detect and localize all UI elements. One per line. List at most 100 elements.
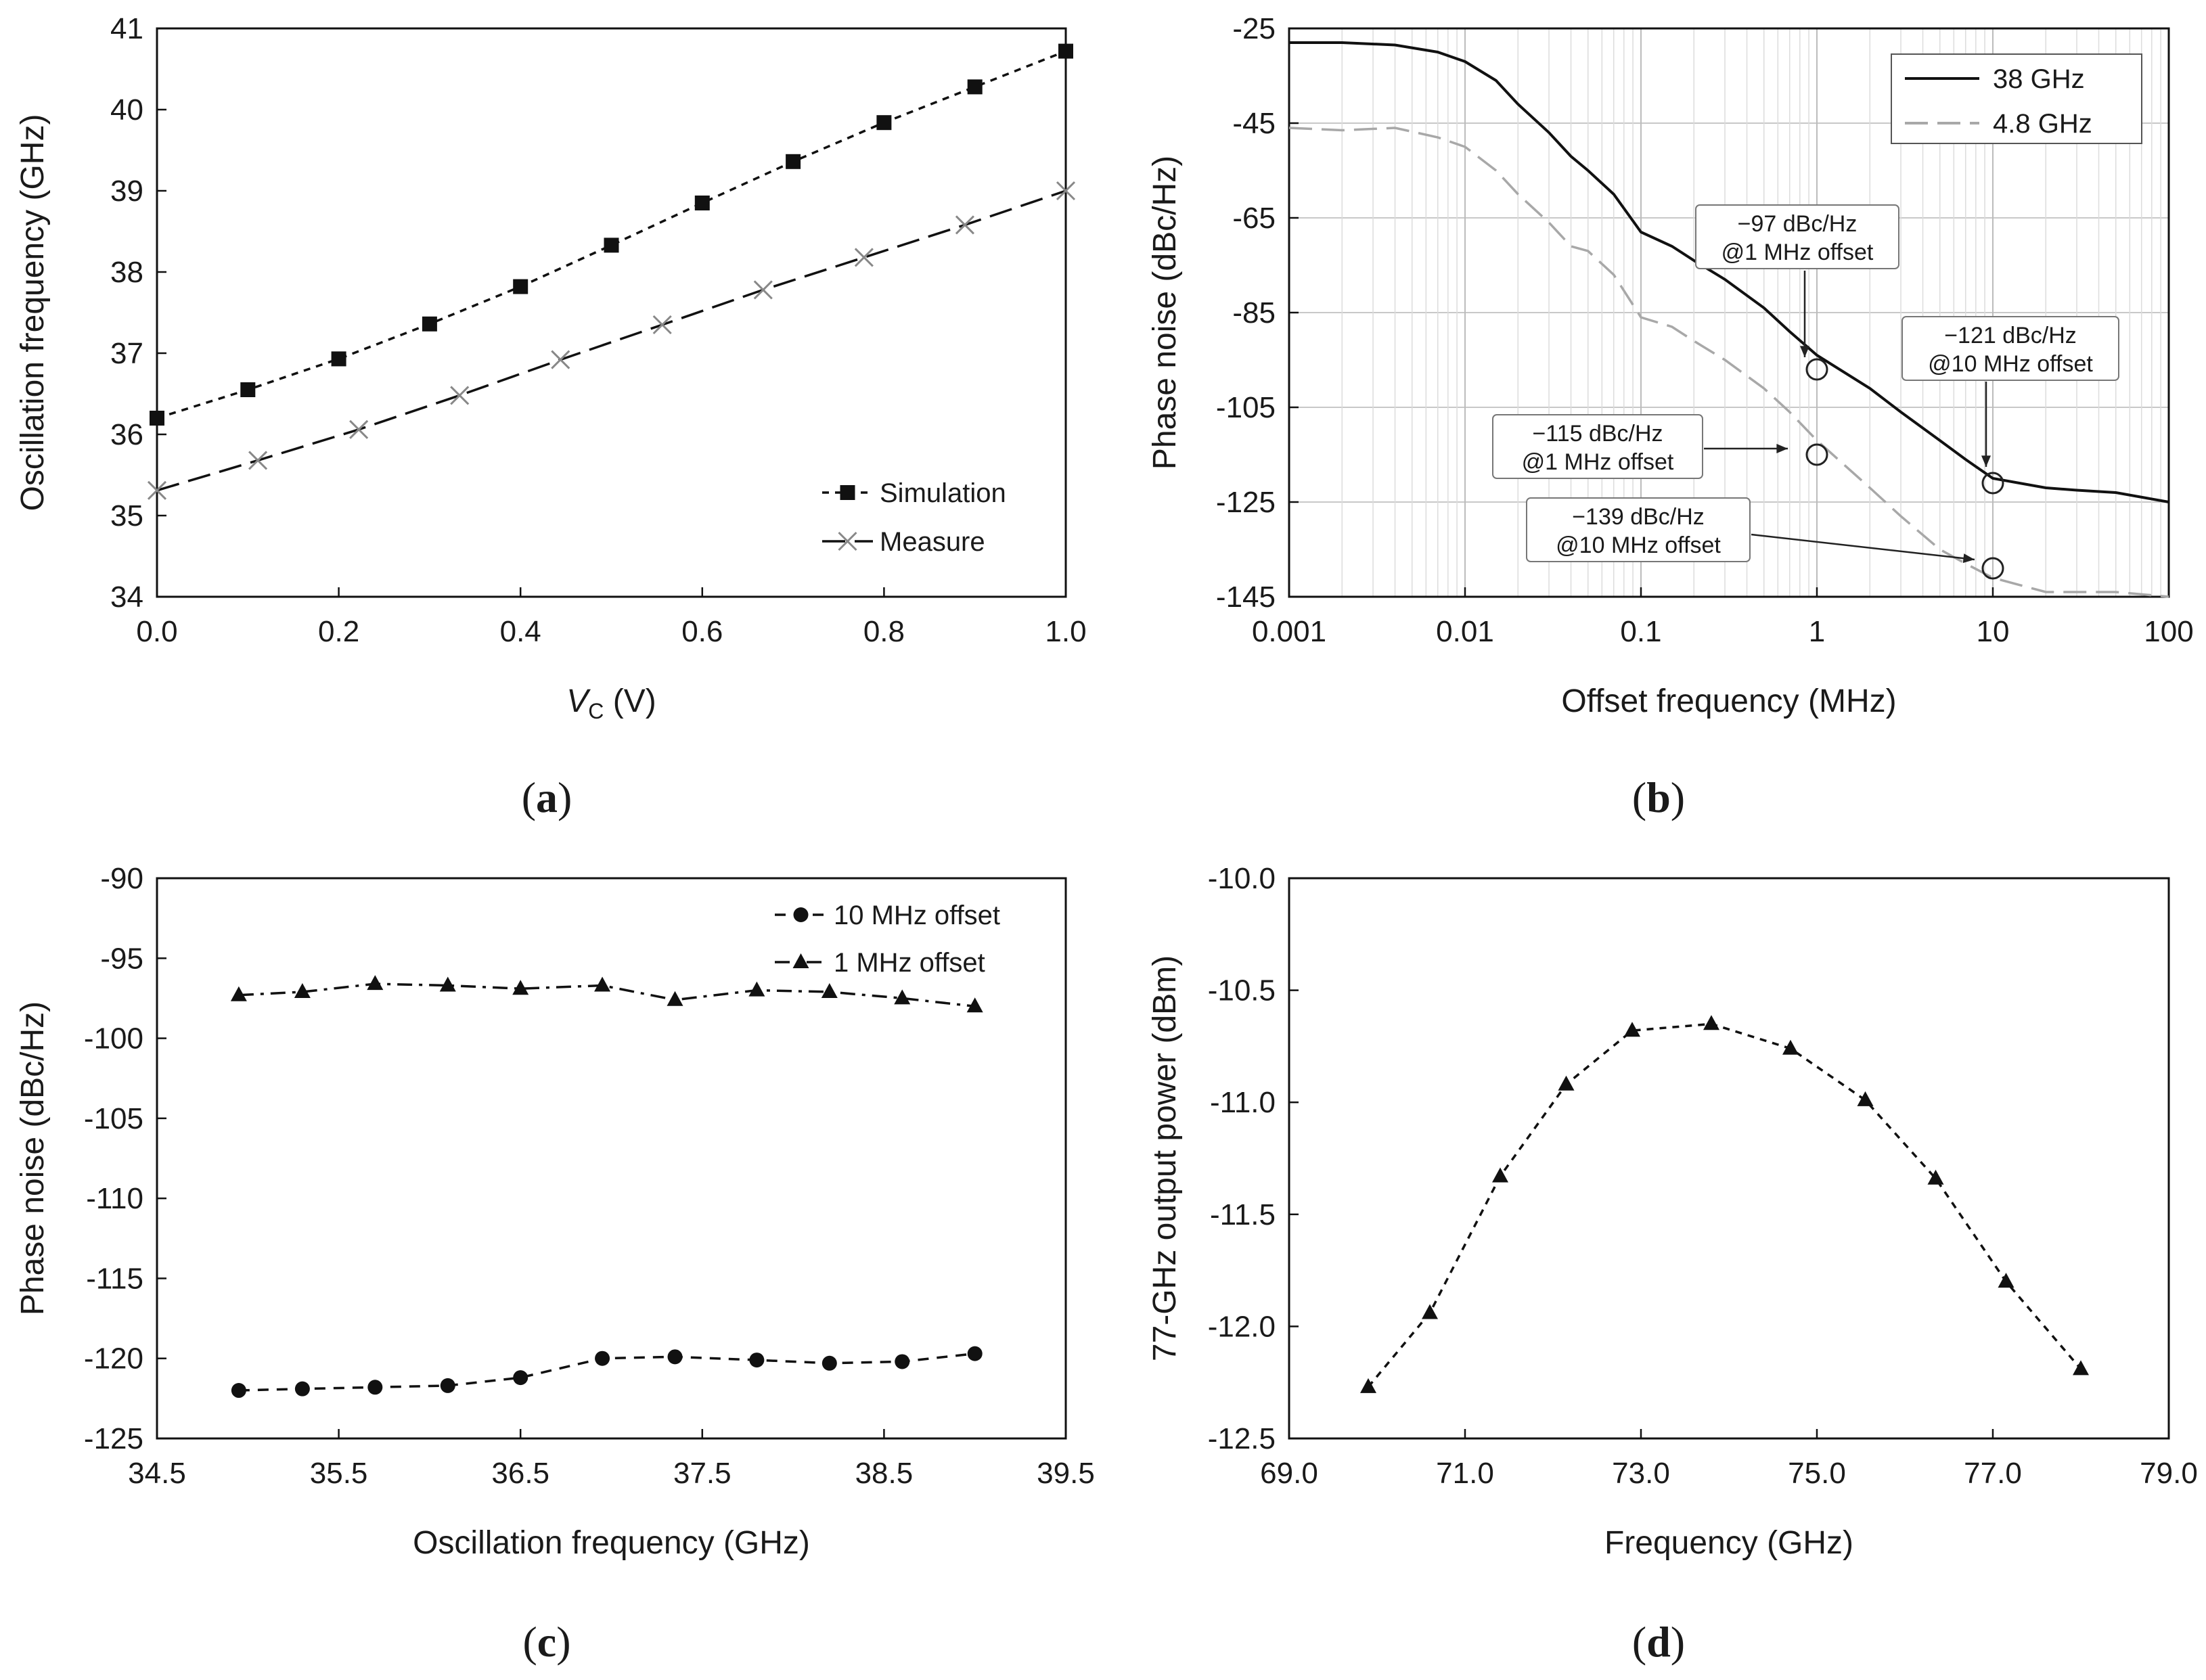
series-line	[1367, 1022, 2082, 1388]
data-point	[513, 279, 528, 294]
legend: Simulation Measure	[822, 478, 1006, 557]
legend: 38 GHz 4.8 GHz	[1891, 53, 2142, 144]
data-point	[294, 1381, 310, 1397]
annotation-value: −97 dBc/Hz	[1738, 211, 1858, 237]
data-point	[440, 1378, 455, 1393]
x-tick-label: 73.0	[1612, 1457, 1670, 1490]
annotation-box	[1695, 204, 1899, 269]
annotation-marker	[1805, 358, 1828, 381]
data-point	[967, 79, 983, 95]
y-tick-label: -65	[1232, 202, 1276, 235]
series-measure	[147, 181, 1076, 500]
y-tick-label: 39	[110, 175, 143, 208]
annotation-value: −115 dBc/Hz	[1532, 421, 1663, 447]
annotation-arrow	[1751, 533, 1975, 561]
data-point	[748, 981, 765, 997]
data-point	[967, 1346, 983, 1361]
legend-box	[1891, 53, 2142, 144]
panel-label: (a)	[522, 773, 572, 821]
annotation-box	[1526, 497, 1751, 562]
annotation-arrowhead	[1776, 443, 1788, 454]
plot-frame	[156, 877, 1067, 1440]
x-tick-label: 69.0	[1260, 1457, 1318, 1490]
x-tick-label: 75.0	[1788, 1457, 1846, 1490]
data-point	[1492, 1167, 1508, 1183]
y-axis-label: Phase noise (dBc/Hz)	[1147, 156, 1183, 470]
data-point	[1782, 1039, 1799, 1055]
x-tick-label: 36.5	[491, 1457, 549, 1490]
data-point	[551, 350, 570, 369]
x-tick-label: 100	[2144, 615, 2193, 648]
x-tick-label: 0.01	[1436, 615, 1494, 648]
data-point	[422, 316, 437, 332]
annotation-value: −139 dBc/Hz	[1572, 504, 1705, 530]
legend-label: Measure	[880, 527, 985, 557]
x-tick-label: 0.6	[681, 615, 723, 648]
data-point	[667, 991, 683, 1006]
series-output-power	[1360, 1015, 2089, 1393]
legend-marker	[793, 907, 809, 922]
panel-b: 0.001 0.01 0.1 1 10 100 -145 -125 -105 -85 -65 -45 -…	[1147, 12, 2194, 821]
x-tick-label: 37.5	[673, 1457, 731, 1490]
data-point	[786, 154, 801, 169]
x-tick-label: 0.8	[863, 615, 905, 648]
plot-frame	[156, 27, 1067, 598]
legend-label: 10 MHz offset	[834, 901, 1000, 930]
y-tick-label: -85	[1232, 296, 1276, 330]
legend: 10 MHz offset 1 MHz offset	[775, 901, 1000, 978]
y-axis-label: Phase noise (dBc/Hz)	[15, 1001, 51, 1315]
data-point	[512, 980, 529, 995]
y-tick-label: -10.0	[1208, 862, 1276, 895]
annotation-offset: @10 MHz offset	[1556, 532, 1721, 558]
x-tick-label: 0.0	[136, 615, 177, 648]
x-tick-label: 1	[1809, 615, 1825, 648]
data-point	[367, 975, 384, 991]
annotation-value: −121 dBc/Hz	[1944, 323, 2077, 348]
annotation-box	[1492, 414, 1703, 479]
y-axis-label: 77-GHz output power (dBm)	[1147, 955, 1183, 1361]
data-point	[894, 989, 911, 1005]
y-tick-label: 38	[110, 256, 143, 289]
data-point	[652, 315, 672, 335]
y-tick-label: 36	[110, 418, 143, 451]
plot-frame	[1288, 877, 2170, 1440]
panel-label: (b)	[1632, 773, 1685, 821]
data-point	[821, 982, 838, 998]
data-point	[895, 1354, 910, 1369]
x-tick-label: 1.0	[1045, 615, 1086, 648]
data-point	[331, 351, 346, 367]
data-point	[854, 248, 874, 267]
x-tick-label: 0.2	[318, 615, 359, 648]
y-tick-label: -95	[100, 942, 143, 975]
y-tick-label: -45	[1232, 107, 1276, 140]
x-tick-label: 34.5	[128, 1457, 186, 1490]
y-tick-label: -12.5	[1208, 1422, 1276, 1455]
y-tick-label: -105	[1216, 391, 1276, 424]
y-tick-label: -125	[1216, 486, 1276, 519]
x-axis-label: Offset frequency (MHz)	[1561, 683, 1896, 719]
data-point	[2073, 1360, 2089, 1376]
y-tick-label: -11.5	[1210, 1198, 1276, 1231]
panel-label: (d)	[1632, 1618, 1685, 1666]
data-point	[513, 1370, 528, 1386]
annotation-marker	[1805, 443, 1828, 466]
legend-label: Simulation	[880, 478, 1006, 508]
data-point	[1624, 1022, 1640, 1037]
data-point	[966, 997, 983, 1013]
y-tick-label: -145	[1216, 581, 1276, 614]
y-tick-label: -10.5	[1208, 974, 1276, 1007]
data-point	[240, 382, 256, 397]
data-point	[1058, 43, 1073, 59]
data-point	[604, 237, 619, 253]
data-point	[821, 1355, 837, 1371]
data-point	[294, 982, 311, 998]
series-line	[1289, 41, 2169, 503]
x-tick-label: 0.1	[1620, 615, 1661, 648]
data-point	[594, 976, 611, 992]
legend-label: 1 MHz offset	[834, 948, 985, 978]
data-point	[1703, 1015, 1719, 1030]
annotation-arrowhead	[1981, 455, 1991, 467]
y-tick-label: 34	[110, 581, 143, 614]
data-point	[876, 115, 892, 131]
